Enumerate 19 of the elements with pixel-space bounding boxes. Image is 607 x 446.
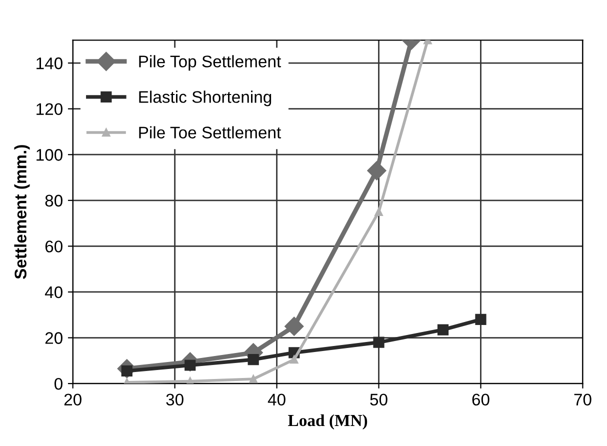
x-tick-label: 30	[166, 394, 184, 406]
x-tick-label: 50	[370, 394, 388, 406]
x-tick-label: 70	[574, 394, 592, 406]
y-axis-title: Settlement (mm.)	[14, 145, 30, 279]
legend-label: Pile Top Settlement	[139, 55, 282, 71]
y-tick-label: 20	[45, 332, 62, 344]
y-tick-label: 0	[54, 378, 62, 390]
legend-label: Pile Toe Settlement	[139, 126, 282, 138]
y-tick-label: 40	[44, 286, 62, 298]
x-tick-label: 20	[64, 394, 82, 406]
x-tick-label: 40	[268, 394, 286, 406]
x-axis-title: Load (MN)	[288, 414, 368, 430]
y-tick-label: 140	[36, 57, 62, 70]
y-tick-label: 120	[36, 103, 62, 116]
y-tick-label: 100	[36, 149, 62, 161]
x-tick-label: 60	[472, 394, 490, 406]
y-tick-label: 60	[45, 240, 62, 252]
legend-label: Elastic Shortening	[139, 90, 272, 106]
y-tick-label: 80	[45, 194, 62, 207]
